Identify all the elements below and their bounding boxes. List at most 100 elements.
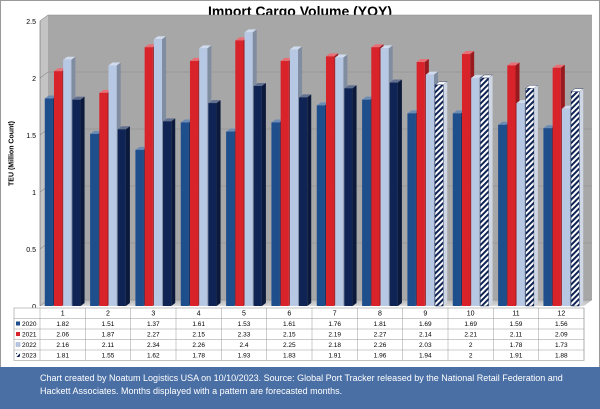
table-cell: 1.69 <box>464 321 477 328</box>
bar-front <box>44 98 53 307</box>
bar-2023-m3 <box>163 118 176 306</box>
bar-top <box>362 96 375 100</box>
bar-front <box>471 78 480 306</box>
bar-top <box>72 96 85 100</box>
legend-label-2021: 2021 <box>22 332 37 339</box>
table-cell: 2.18 <box>328 342 341 349</box>
footnote-text: Chart created by Noatum Logistics USA on… <box>40 373 563 396</box>
bar-front <box>299 97 308 306</box>
table-cell: 1.87 <box>102 332 115 339</box>
bar-front <box>362 99 371 306</box>
bar-front <box>163 121 172 306</box>
bar-top <box>344 85 357 89</box>
bar-front <box>226 131 235 306</box>
bar-top <box>543 125 556 129</box>
bar-top <box>325 53 339 57</box>
table-cell: 2 <box>469 342 473 349</box>
table-cell: 2.25 <box>283 342 296 349</box>
bar-top <box>507 62 520 66</box>
bar-front <box>452 113 461 306</box>
bar-top <box>271 119 284 123</box>
bar-front <box>153 39 163 307</box>
table-cell: 2.27 <box>147 332 160 339</box>
x-tick-label: 6 <box>287 311 291 318</box>
bar-side <box>216 100 221 306</box>
table-cell: 1.62 <box>147 353 160 360</box>
table-cell: 1.81 <box>374 321 387 328</box>
bar-top <box>108 62 121 66</box>
x-tick-label: 9 <box>423 311 427 318</box>
legend-key-2020 <box>16 321 20 326</box>
bar-side <box>80 96 85 306</box>
bar-front <box>316 105 325 306</box>
bar-front <box>90 133 99 306</box>
bar-front <box>99 92 108 306</box>
table-cell: 1.78 <box>192 353 205 360</box>
bar-front <box>371 47 380 306</box>
table-cell: 2.09 <box>555 332 568 339</box>
bar-side <box>579 88 584 307</box>
table-cell: 2.06 <box>56 332 69 339</box>
x-tick-label: 2 <box>106 311 110 318</box>
bar-front <box>407 113 416 306</box>
x-tick-label: 8 <box>378 311 382 318</box>
bar-top <box>389 79 402 83</box>
bar-front <box>244 32 253 307</box>
bar-top <box>53 68 67 72</box>
bar-top <box>452 110 465 114</box>
bar-front <box>516 103 525 306</box>
table-cell: 1.55 <box>102 353 115 360</box>
bar-front <box>280 60 289 307</box>
table-cell: 1.88 <box>555 353 568 360</box>
bar-top <box>253 82 266 86</box>
table-cell: 1.93 <box>238 353 251 360</box>
bar-top <box>163 118 176 122</box>
bar-top <box>335 54 348 58</box>
y-tick-label: 1.5 <box>26 133 36 140</box>
table-cell: 2.19 <box>328 332 341 339</box>
bar-front <box>271 122 280 307</box>
bar-2023-m11 <box>525 85 539 307</box>
bar-top <box>552 64 565 68</box>
table-cell: 1.37 <box>147 321 160 328</box>
table-cell: 1.56 <box>555 321 568 328</box>
legend-key-2022 <box>15 342 21 347</box>
bar-top <box>425 71 439 75</box>
bar-top <box>226 128 239 132</box>
bar-front <box>543 128 552 306</box>
bar-2023-m5 <box>253 82 266 306</box>
bar-2023-m4 <box>208 100 221 306</box>
bar-front <box>63 59 72 307</box>
bar-side <box>352 85 357 306</box>
table-cell: 1.81 <box>56 353 69 360</box>
table-cell: 1.78 <box>510 342 523 349</box>
bar-top <box>498 121 511 125</box>
y-tick-label: 2 <box>32 76 36 83</box>
bar-front <box>117 129 126 306</box>
table-cell: 1.61 <box>192 321 205 328</box>
bar-top <box>135 146 148 150</box>
bar-2023-m9 <box>434 81 448 307</box>
table-cell: 2.33 <box>238 332 251 339</box>
y-tick-label: 0 <box>32 304 36 311</box>
bar-top <box>235 37 248 41</box>
table-cell: 1.96 <box>374 353 387 360</box>
bar-front <box>208 103 217 306</box>
bar-top <box>144 44 157 48</box>
table-cell: 2.14 <box>419 332 432 339</box>
bar-top <box>44 95 57 99</box>
table-cell: 2.27 <box>374 332 387 339</box>
bar-front <box>72 99 81 306</box>
table-cell: 2.26 <box>192 342 205 349</box>
x-tick-label: 3 <box>151 311 155 318</box>
bar-top <box>416 59 429 63</box>
x-tick-label: 7 <box>333 311 337 318</box>
bar-2023-m7 <box>344 85 357 306</box>
legend-key-2021 <box>16 332 20 336</box>
y-tick-label: 0.5 <box>26 247 36 254</box>
table-cell: 1.73 <box>555 342 568 349</box>
bar-front <box>199 48 208 307</box>
table-cell: 2.15 <box>192 332 205 339</box>
bar-front <box>335 57 344 307</box>
bar-front <box>189 60 199 307</box>
